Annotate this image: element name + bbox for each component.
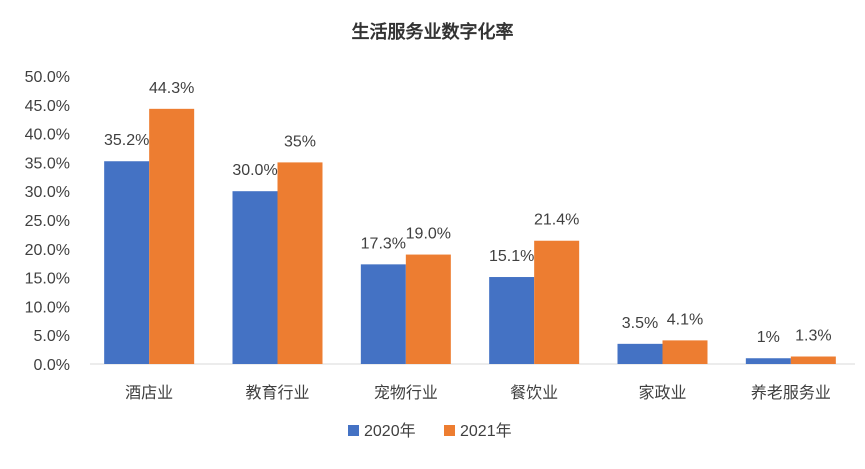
bar-2-2 — [277, 162, 323, 364]
data-label: 35% — [284, 133, 316, 150]
y-tick-label: 40.0% — [25, 127, 70, 144]
data-label: 3.5% — [622, 315, 658, 332]
bar-1-5 — [617, 343, 663, 364]
data-label: 4.1% — [667, 311, 703, 328]
legend-swatch — [348, 425, 359, 436]
y-tick-label: 0.0% — [34, 357, 70, 374]
data-label: 17.3% — [361, 235, 406, 252]
y-tick-label: 50.0% — [25, 69, 70, 86]
y-tick-label: 10.0% — [25, 299, 70, 316]
y-tick-label: 30.0% — [25, 184, 70, 201]
legend-swatch — [444, 425, 455, 436]
data-label: 21.4% — [534, 212, 579, 229]
bar-2-1 — [149, 108, 195, 364]
data-label: 30.0% — [232, 162, 277, 179]
bar-2-6 — [790, 356, 836, 364]
bar-1-4 — [489, 277, 535, 364]
bar-2-4 — [534, 240, 580, 364]
data-label: 15.1% — [489, 248, 534, 265]
data-label: 35.2% — [104, 132, 149, 149]
y-tick-label: 25.0% — [25, 213, 70, 230]
data-label: 1% — [757, 329, 780, 346]
x-tick-label: 养老服务业 — [751, 383, 831, 402]
legend-label: 2021年 — [460, 422, 512, 440]
bar-2-3 — [405, 254, 451, 364]
bar-2-5 — [662, 340, 708, 364]
bar-1-6 — [745, 358, 791, 364]
x-tick-label: 教育行业 — [245, 383, 309, 402]
bar-1-3 — [360, 264, 406, 364]
bar-1-2 — [232, 191, 278, 364]
y-tick-label: 20.0% — [25, 242, 70, 259]
x-tick-label: 宠物行业 — [374, 383, 438, 402]
chart-title: 生活服务业数字化率 — [351, 22, 514, 43]
legend-label: 2020年 — [364, 422, 416, 440]
y-tick-label: 15.0% — [25, 271, 70, 288]
y-tick-label: 5.0% — [34, 328, 70, 345]
y-tick-label: 45.0% — [25, 98, 70, 115]
x-tick-label: 家政业 — [638, 383, 686, 402]
bar-1-1 — [104, 161, 150, 364]
y-tick-label: 35.0% — [25, 155, 70, 172]
data-label: 19.0% — [406, 226, 451, 243]
data-label: 44.3% — [149, 80, 194, 97]
x-tick-label: 餐饮业 — [510, 383, 558, 402]
x-tick-label: 酒店业 — [125, 383, 173, 402]
data-label: 1.3% — [795, 328, 831, 345]
